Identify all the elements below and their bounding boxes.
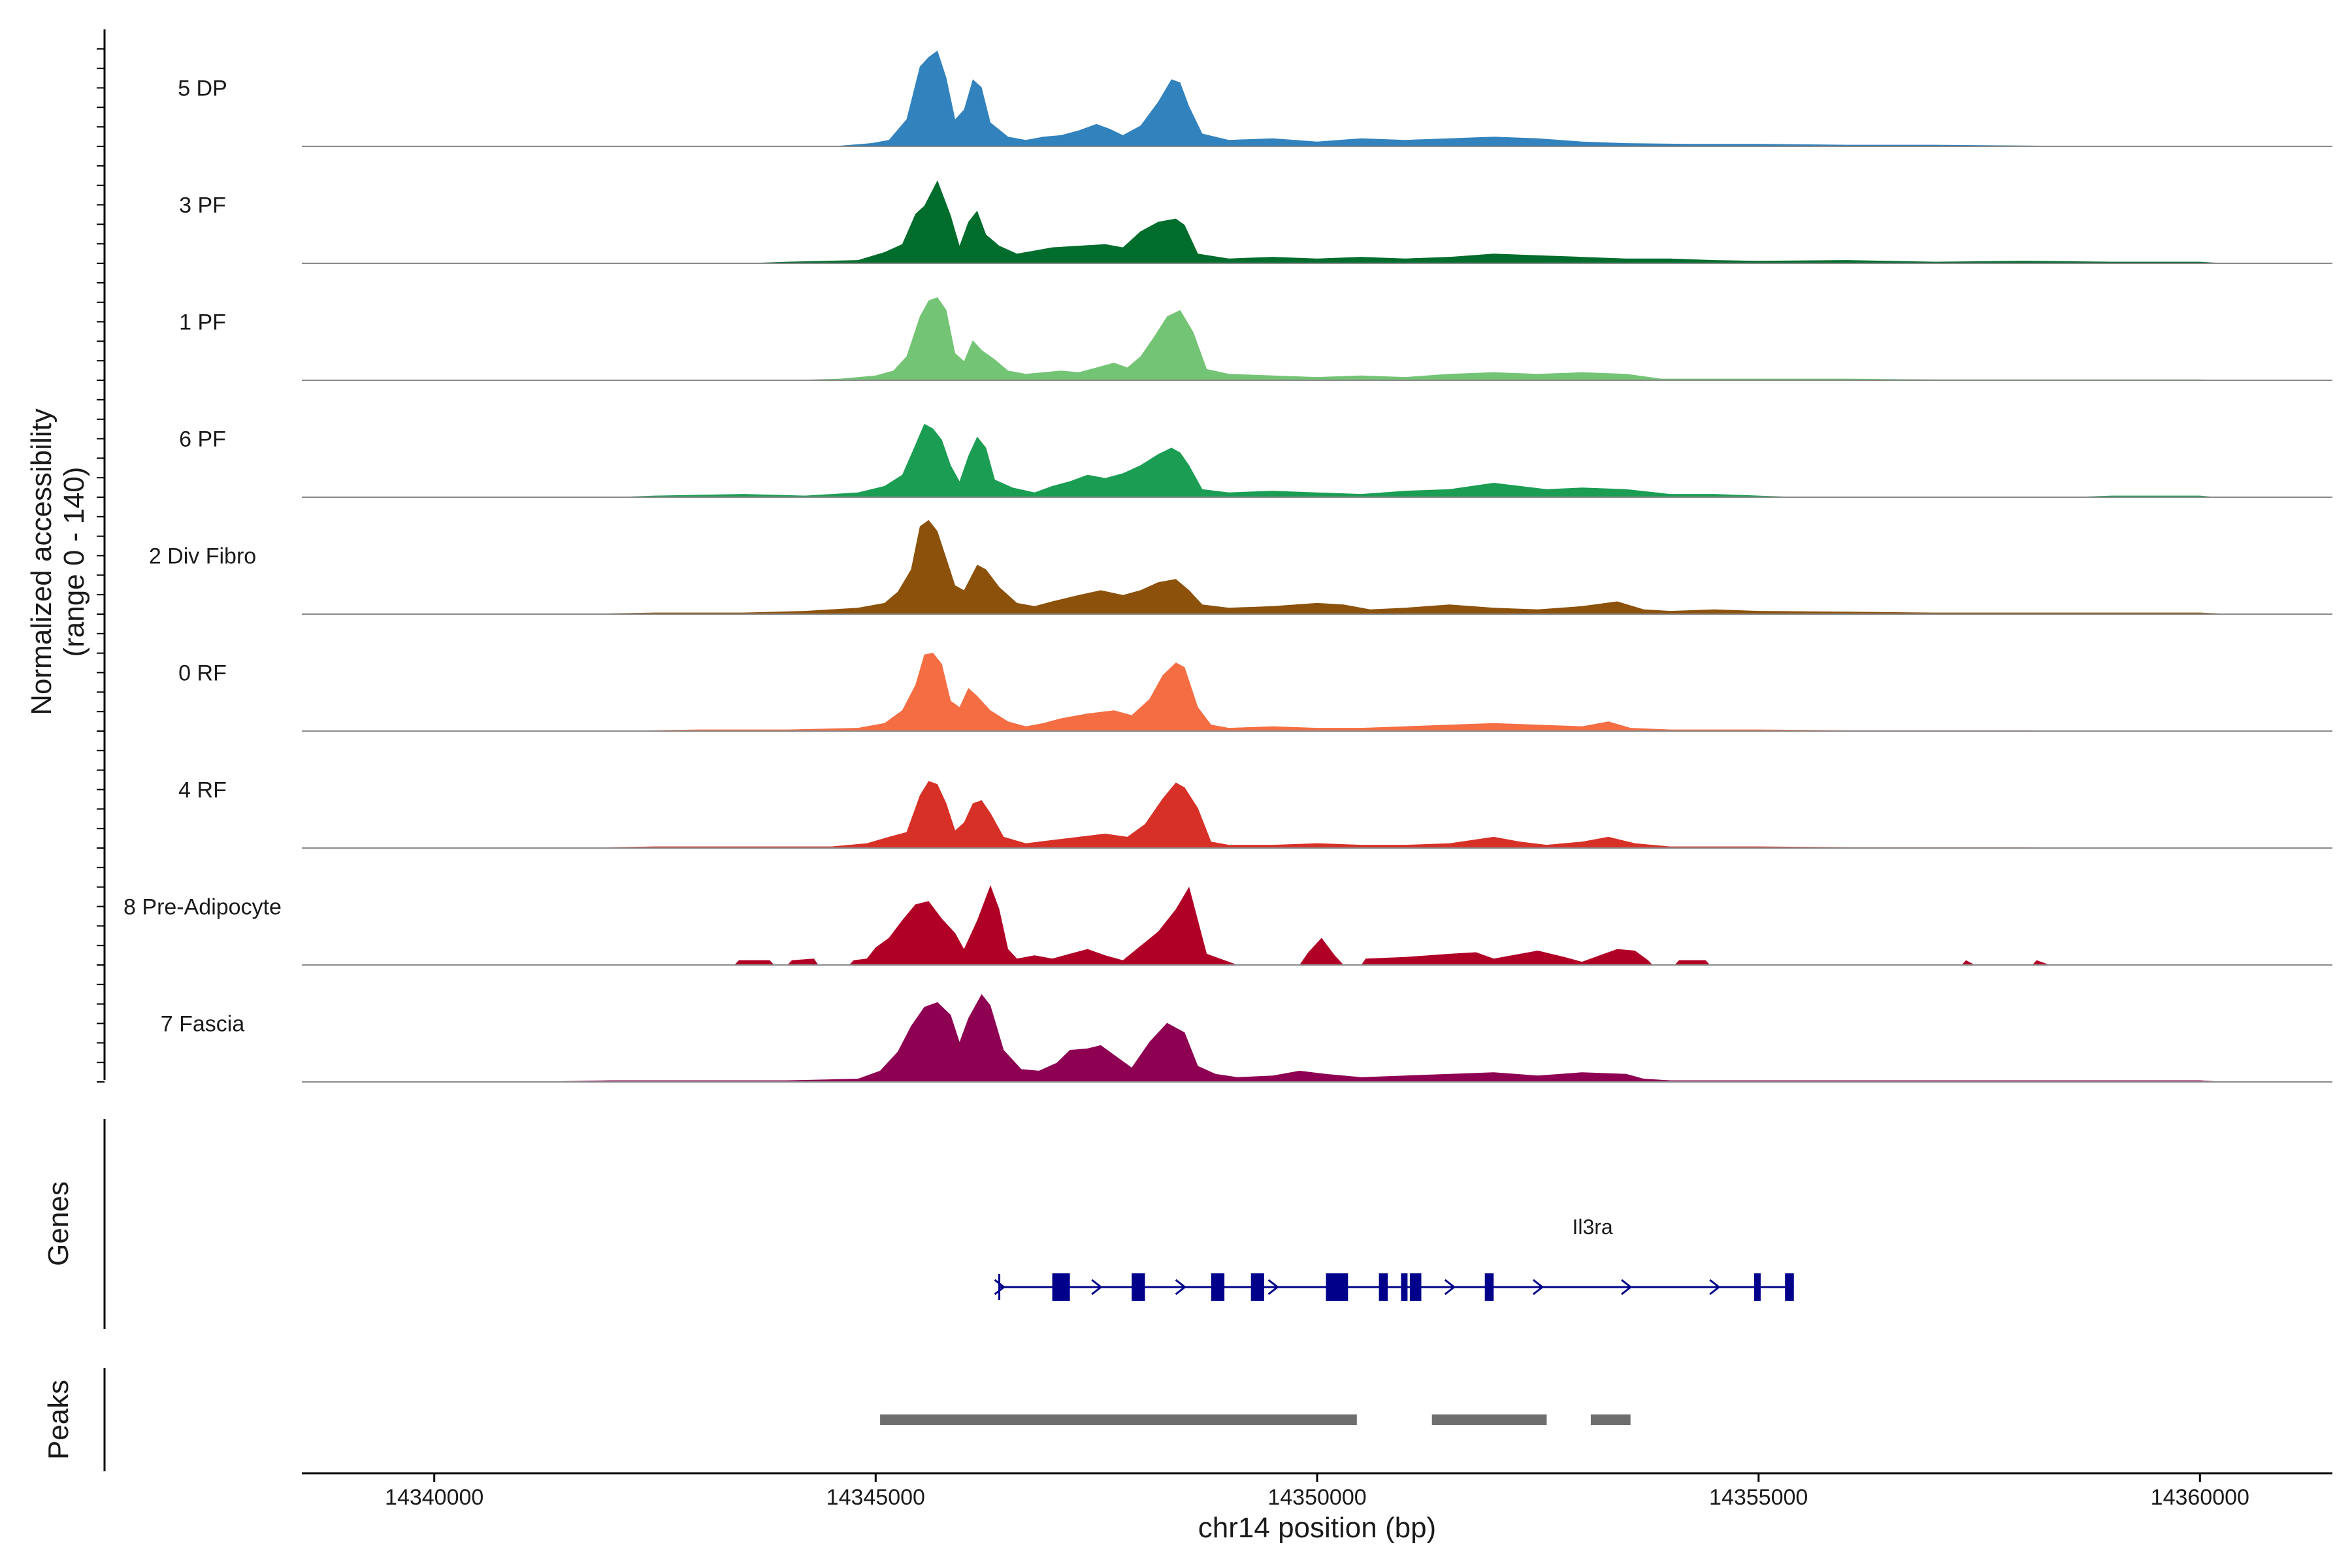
gene-exon [1211, 1273, 1225, 1301]
track-1: 5 DP [178, 50, 2332, 147]
gene-exon [1052, 1273, 1070, 1301]
x-tick-label: 14340000 [385, 1485, 483, 1510]
strand-arrow [1444, 1279, 1456, 1296]
gene-exon [1250, 1273, 1264, 1301]
gene-exon [1785, 1273, 1794, 1301]
gene-label: Il3ra [1572, 1215, 1612, 1239]
peaks-track-label: Peaks [42, 1380, 74, 1460]
coverage-area [734, 885, 2050, 965]
strand-arrow [1621, 1279, 1633, 1296]
track-7: 4 RF [178, 778, 2332, 849]
coverage-area [611, 653, 2112, 731]
gene-exon [1754, 1273, 1761, 1301]
track-label: 6 PF [179, 427, 226, 452]
x-tick-label: 14360000 [2151, 1485, 2249, 1510]
gene-exon [1409, 1273, 1422, 1301]
track-3: 1 PF [179, 297, 2332, 381]
track-8: 8 Pre-Adipocyte [123, 885, 2332, 966]
track-4: 6 PF [179, 423, 2332, 498]
coverage-area [611, 423, 2218, 497]
coverage-area [566, 519, 2236, 614]
coverage-area [566, 781, 2112, 848]
track-label: 0 RF [178, 661, 227, 686]
track-label: 5 DP [178, 76, 227, 101]
peak-bar [1590, 1414, 1631, 1425]
track-9: 7 Fascia [161, 994, 2332, 1083]
coverage-area [787, 297, 2227, 380]
strand-arrow [1175, 1279, 1186, 1296]
strand-arrow [994, 1279, 1005, 1296]
track-label: 3 PF [179, 193, 226, 218]
track-label: 4 RF [178, 778, 227, 803]
strand-arrow [1532, 1279, 1544, 1296]
gene-exon [1132, 1273, 1145, 1301]
y-axis-range: (range 0 - 140) [58, 466, 90, 657]
track-label: 7 Fascia [161, 1012, 245, 1037]
gene-exon [1484, 1273, 1494, 1301]
peak-bar [1431, 1414, 1547, 1425]
coverage-area [522, 994, 2227, 1082]
coverage-tracks: 5 DP 3 PF 1 PF 6 PF 2 Div Fibro 0 RF 4 RF 8 Pre… [123, 50, 2332, 1083]
strand-arrow [1709, 1279, 1721, 1296]
strand-arrow [1091, 1279, 1103, 1296]
gene-model: Il3ra [994, 1215, 1794, 1301]
x-tick-label: 14355000 [1709, 1485, 1808, 1510]
track-label: 2 Div Fibro [149, 544, 256, 569]
track-label: 8 Pre-Adipocyte [123, 895, 282, 920]
gene-exon [1326, 1273, 1348, 1301]
coverage-area [743, 180, 2227, 263]
track-6: 0 RF [178, 653, 2332, 732]
x-axis-title: chr14 position (bp) [1198, 1512, 1436, 1544]
track-label: 1 PF [179, 310, 226, 335]
coverage-area [831, 50, 2112, 147]
gene-exon [1379, 1273, 1388, 1301]
x-axis-ticks: 14340000 14345000 14350000 14355000 14360000 [385, 1473, 2249, 1510]
y-axis-title: Normalized accessibility [25, 408, 57, 715]
coverage-y-ticks [97, 48, 105, 1083]
x-tick-label: 14350000 [1267, 1485, 1366, 1510]
track-5: 2 Div Fibro [149, 519, 2332, 615]
genes-track-label: Genes [42, 1181, 74, 1266]
peaks-track [880, 1414, 1631, 1425]
track-2: 3 PF [179, 180, 2332, 264]
peak-bar [880, 1414, 1357, 1425]
strand-arrow [1267, 1279, 1279, 1296]
x-tick-label: 14345000 [826, 1485, 925, 1510]
gene-exon [1401, 1273, 1408, 1301]
